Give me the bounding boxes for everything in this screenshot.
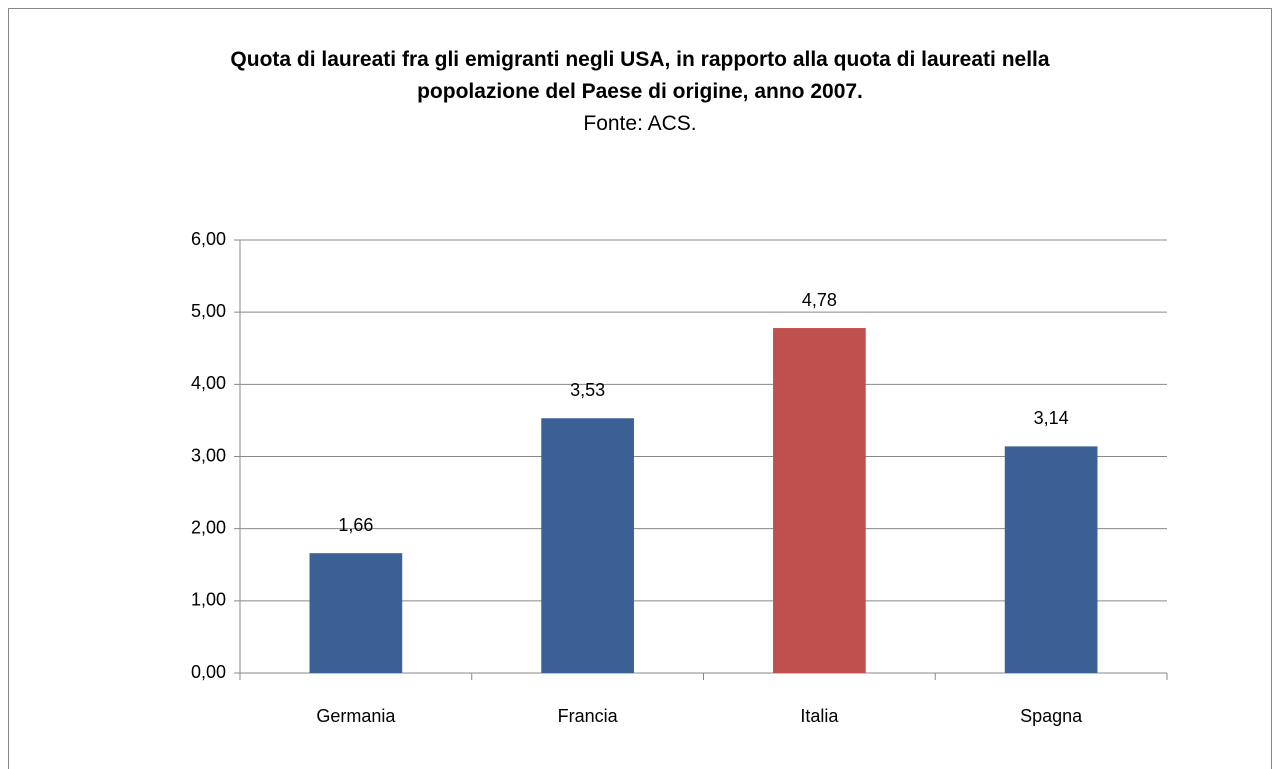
bar	[1004, 446, 1098, 673]
x-tick-label: Italia	[800, 706, 839, 726]
x-tick-label: Germania	[316, 706, 396, 726]
data-label: 1,66	[338, 515, 373, 535]
x-tick-label: Francia	[558, 706, 619, 726]
y-tick-label: 3,00	[191, 445, 226, 465]
data-label: 3,14	[1034, 408, 1069, 428]
chart-title: Quota di laureati fra gli emigranti negl…	[230, 48, 1050, 103]
bar	[541, 418, 634, 673]
y-tick-label: 0,00	[191, 662, 226, 682]
y-tick-label: 6,00	[191, 229, 226, 249]
y-tick-label: 4,00	[191, 373, 226, 393]
bar	[773, 328, 866, 673]
x-tick-label: Spagna	[1020, 706, 1083, 726]
data-label: 4,78	[802, 290, 837, 310]
y-tick-label: 1,00	[191, 590, 226, 610]
bar	[309, 553, 403, 673]
chart-frame	[8, 8, 1272, 769]
y-tick-label: 2,00	[191, 517, 226, 537]
data-label: 3,53	[570, 380, 605, 400]
chart-subtitle: Fonte: ACS.	[583, 112, 697, 135]
y-tick-label: 5,00	[191, 301, 226, 321]
